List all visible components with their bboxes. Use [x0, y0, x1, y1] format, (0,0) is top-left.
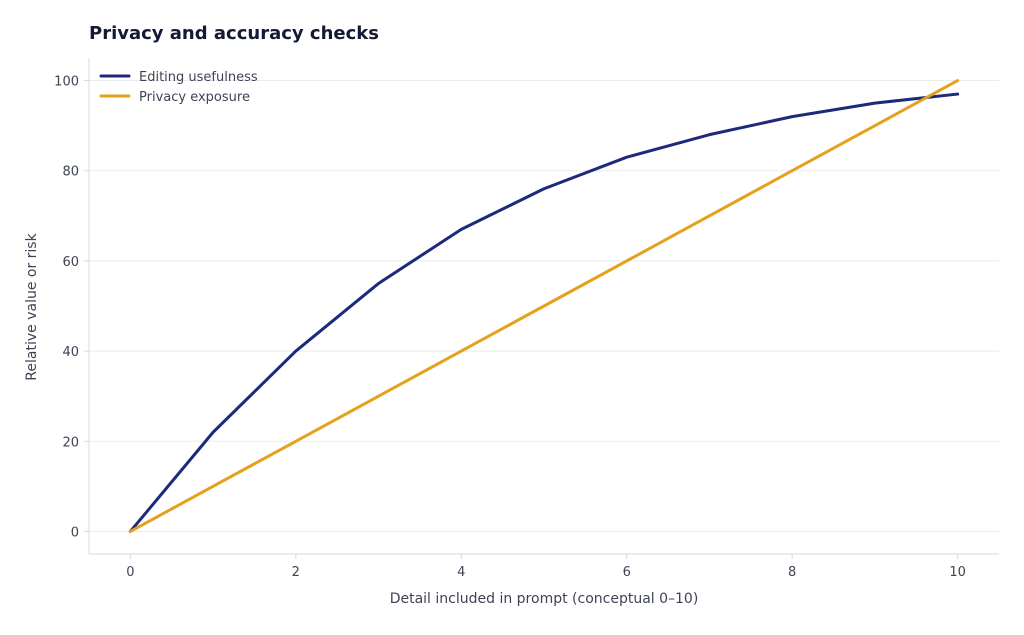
series-line-privacy-exposure	[128, 79, 960, 533]
legend-label: Editing usefulness	[139, 70, 258, 85]
grid-lines	[89, 80, 999, 532]
x-tick-label: 10	[949, 565, 966, 580]
y-tick-label: 80	[62, 165, 79, 180]
x-tick-label: 8	[788, 565, 796, 580]
y-axis-label: Relative value or risk	[24, 232, 40, 380]
y-tick-label: 40	[62, 345, 79, 360]
legend-label: Privacy exposure	[139, 90, 250, 105]
x-axis-label: Detail included in prompt (conceptual 0–…	[390, 591, 699, 607]
y-tick-label: 60	[62, 255, 79, 270]
x-tick-label: 6	[623, 565, 631, 580]
series-lines	[128, 79, 960, 533]
chart-title: Privacy and accuracy checks	[89, 23, 379, 44]
y-tick-label: 100	[54, 75, 79, 90]
axes	[84, 58, 999, 559]
tick-labels: 0 20 40 60 80 100 0 2 4 6 8 10	[54, 75, 966, 580]
series-line-editing-usefulness	[128, 92, 960, 533]
y-tick-label: 0	[71, 525, 79, 540]
x-tick-label: 2	[292, 565, 300, 580]
x-tick-label: 0	[126, 565, 134, 580]
x-tick-label: 4	[457, 565, 465, 580]
y-tick-label: 20	[62, 435, 79, 450]
legend: Editing usefulness Privacy exposure	[99, 70, 258, 105]
